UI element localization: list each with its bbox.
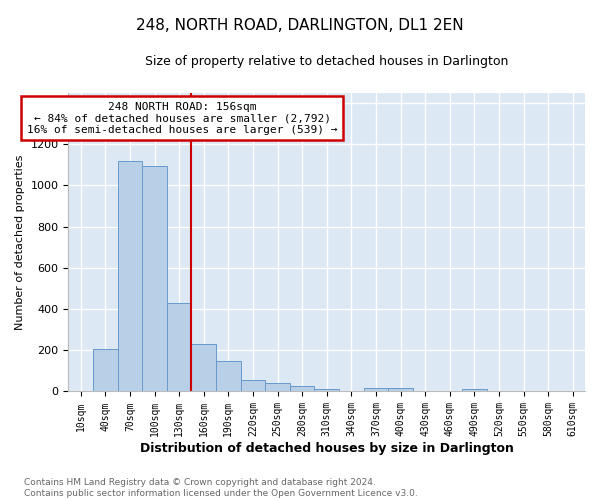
Title: Size of property relative to detached houses in Darlington: Size of property relative to detached ho…: [145, 55, 508, 68]
X-axis label: Distribution of detached houses by size in Darlington: Distribution of detached houses by size …: [140, 442, 514, 455]
Bar: [167, 303, 191, 392]
Bar: [290, 386, 314, 392]
Bar: [93, 349, 118, 392]
Bar: [191, 344, 216, 392]
Text: 248, NORTH ROAD, DARLINGTON, DL1 2EN: 248, NORTH ROAD, DARLINGTON, DL1 2EN: [136, 18, 464, 32]
Bar: [265, 383, 290, 392]
Bar: [462, 389, 487, 392]
Text: 248 NORTH ROAD: 156sqm
← 84% of detached houses are smaller (2,792)
16% of semi-: 248 NORTH ROAD: 156sqm ← 84% of detached…: [27, 102, 337, 135]
Bar: [216, 361, 241, 392]
Bar: [241, 380, 265, 392]
Bar: [364, 388, 388, 392]
Bar: [142, 166, 167, 392]
Bar: [388, 388, 413, 392]
Y-axis label: Number of detached properties: Number of detached properties: [15, 154, 25, 330]
Bar: [118, 161, 142, 392]
Bar: [314, 389, 339, 392]
Text: Contains HM Land Registry data © Crown copyright and database right 2024.
Contai: Contains HM Land Registry data © Crown c…: [24, 478, 418, 498]
